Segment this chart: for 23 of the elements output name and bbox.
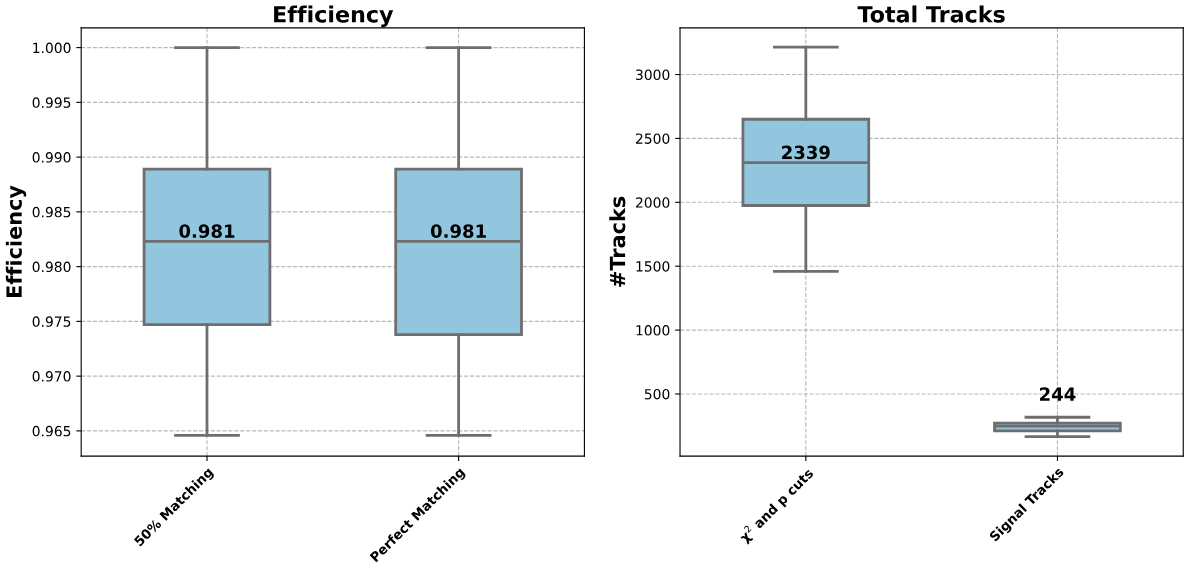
y-tick-label: 1000 [636, 325, 670, 336]
y-tick-label: 1500 [636, 261, 670, 272]
chart-title: Total Tracks [857, 5, 1005, 23]
y-tick-label: 0.995 [32, 97, 71, 108]
chart-title: Efficiency [274, 5, 394, 28]
y-tick-label: 2500 [635, 133, 670, 144]
y-tick-label: 0.980 [32, 261, 71, 273]
y-tick-label: 0.965 [32, 425, 71, 437]
text: 0.981 [430, 224, 486, 238]
y-tick-label: 3000 [636, 69, 670, 80]
text: 244 [1040, 387, 1076, 401]
text: 0.981 [179, 224, 235, 238]
x-tick-label: χ$^{2}$ and p cuts [737, 466, 816, 545]
y-tick-label: 0.990 [32, 152, 71, 163]
y-tick-label: 500 [644, 388, 670, 400]
y-tick-label: 2000 [635, 197, 670, 208]
text: 2339 [782, 145, 830, 160]
y-tick-label: 0.975 [32, 316, 71, 327]
y-tick-label: 0.985 [32, 206, 71, 218]
y-axis-title: #Tracks [609, 196, 626, 287]
y-axis-title: Efficiency [5, 185, 27, 298]
y-tick-label: 0.970 [32, 371, 71, 382]
y-tick-label: 1.000 [33, 42, 71, 54]
